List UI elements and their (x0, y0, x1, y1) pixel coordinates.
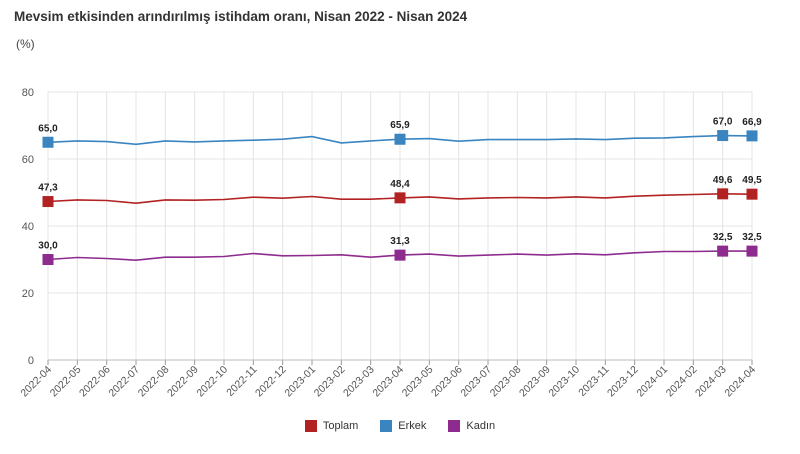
chart-legend: Toplam Erkek Kadın (0, 420, 800, 432)
legend-item-erkek[interactable]: Erkek (380, 420, 426, 432)
legend-swatch-erkek (380, 420, 393, 432)
data-label-erkek-2024-04: 66,9 (742, 117, 762, 128)
x-tick-label-2024-04: 2024-04 (722, 364, 758, 400)
data-marker-kadin-2024-04 (746, 245, 758, 257)
x-tick-label-2023-09: 2023-09 (517, 364, 553, 400)
data-marker-erkek-2022-04 (42, 136, 54, 148)
x-tick-label-2023-01: 2023-01 (282, 364, 318, 400)
data-marker-kadin-2024-03 (717, 245, 729, 257)
x-tick-label-2022-12: 2022-12 (253, 364, 289, 400)
data-marker-toplam-2022-04 (42, 196, 54, 208)
data-marker-erkek-2024-04 (746, 130, 758, 142)
y-tick-label-0: 0 (28, 355, 34, 367)
legend-label-erkek: Erkek (398, 420, 427, 432)
chart-title: Mevsim etkisinden arındırılmış istihdam … (14, 9, 468, 24)
x-tick-label-2023-05: 2023-05 (400, 364, 436, 400)
y-tick-label-20: 20 (22, 288, 34, 300)
x-tick-label-2023-02: 2023-02 (312, 364, 348, 400)
data-label-erkek-2024-03: 67,0 (713, 117, 733, 128)
data-label-kadin-2024-03: 32,5 (713, 232, 733, 243)
legend-item-kadin[interactable]: Kadın (448, 420, 495, 432)
data-marker-erkek-2024-03 (717, 130, 729, 142)
x-tick-label-2023-07: 2023-07 (458, 364, 494, 400)
data-marker-toplam-2024-03 (717, 188, 729, 200)
x-tick-label-2022-09: 2022-09 (165, 364, 201, 400)
data-label-erkek-2023-04: 65,9 (390, 120, 410, 131)
x-tick-label-2023-12: 2023-12 (605, 364, 641, 400)
legend-label-toplam: Toplam (322, 420, 359, 432)
data-label-erkek-2022-04: 65,0 (38, 123, 58, 134)
data-marker-kadin-2023-04 (394, 249, 406, 261)
x-tick-label-2024-01: 2024-01 (634, 364, 670, 400)
legend-swatch-toplam (304, 420, 317, 432)
x-tick-label-2024-02: 2024-02 (664, 364, 700, 400)
y-tick-label-60: 60 (22, 154, 34, 166)
data-label-kadin-2023-04: 31,3 (390, 236, 410, 247)
legend-label-kadin: Kadın (466, 420, 496, 432)
data-marker-toplam-2023-04 (394, 192, 406, 204)
y-tick-label-80: 80 (22, 87, 34, 99)
x-tick-label-2022-06: 2022-06 (77, 364, 113, 400)
x-tick-label-2023-11: 2023-11 (576, 364, 611, 399)
legend-item-toplam[interactable]: Toplam (304, 420, 359, 432)
data-label-toplam-2024-03: 49,6 (713, 175, 733, 186)
x-tick-label-2023-04: 2023-04 (370, 364, 406, 400)
x-tick-label-2024-03: 2024-03 (693, 364, 729, 400)
x-tick-label-2022-04: 2022-04 (18, 364, 54, 400)
data-label-toplam-2024-04: 49,5 (742, 175, 762, 186)
data-marker-erkek-2023-04 (394, 133, 406, 145)
data-label-toplam-2022-04: 47,3 (38, 183, 58, 194)
data-label-toplam-2023-04: 48,4 (390, 179, 410, 190)
x-tick-label-2023-08: 2023-08 (488, 364, 524, 400)
x-tick-label-2022-10: 2022-10 (194, 364, 230, 400)
x-tick-label-2023-03: 2023-03 (341, 364, 377, 400)
x-tick-label-2023-06: 2023-06 (429, 364, 465, 400)
x-tick-label-2023-10: 2023-10 (546, 364, 582, 400)
legend-swatch-kadin (448, 420, 461, 432)
data-marker-toplam-2024-04 (746, 188, 758, 200)
x-tick-label-2022-07: 2022-07 (106, 364, 142, 400)
data-label-kadin-2024-04: 32,5 (742, 232, 762, 243)
y-axis-unit-label: (%) (16, 37, 35, 51)
y-tick-label-40: 40 (22, 221, 34, 233)
data-marker-kadin-2022-04 (42, 254, 54, 265)
x-tick-label-2022-11: 2022-11 (224, 364, 259, 399)
x-tick-label-2022-08: 2022-08 (136, 364, 172, 400)
x-tick-label-2022-05: 2022-05 (48, 364, 84, 400)
data-label-kadin-2022-04: 30,0 (38, 241, 58, 252)
